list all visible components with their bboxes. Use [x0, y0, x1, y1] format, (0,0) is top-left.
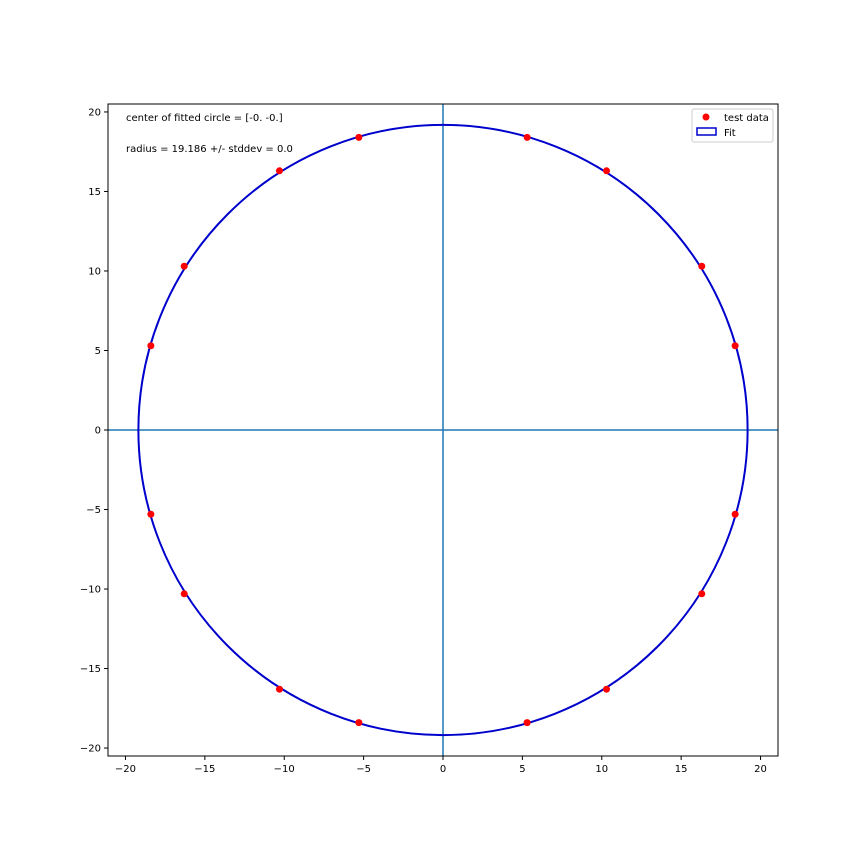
x-tick-label: −15 [194, 764, 215, 775]
data-point [355, 133, 363, 141]
x-tick-label: 15 [675, 764, 688, 775]
y-tick-label: −5 [86, 505, 101, 516]
y-tick-label: 5 [95, 346, 101, 357]
x-tick-label: 10 [595, 764, 608, 775]
data-point [147, 342, 155, 350]
reference-lines [108, 104, 778, 756]
data-point [698, 590, 706, 598]
x-axis: −20 −15 −10 −5 0 5 10 15 20 [115, 756, 767, 775]
data-point [275, 167, 283, 175]
data-point [523, 719, 531, 727]
y-tick-label: 15 [88, 187, 101, 198]
x-tick-label: 0 [440, 764, 446, 775]
y-tick-label: −10 [80, 585, 101, 596]
x-tick-label: −10 [274, 764, 295, 775]
data-point [180, 262, 188, 270]
data-point [731, 510, 739, 518]
data-point [275, 685, 283, 693]
annotation-center: center of fitted circle = [-0. -0.] [126, 113, 283, 124]
data-point [523, 133, 531, 141]
x-tick-label: 5 [519, 764, 525, 775]
data-point [355, 719, 363, 727]
legend-box [691, 108, 774, 143]
points-layer [147, 133, 739, 727]
x-tick-label: −5 [356, 764, 371, 775]
data-point [603, 685, 611, 693]
y-tick-label: 20 [88, 107, 101, 118]
legend: test data Fit [691, 108, 774, 143]
x-tick-label: 20 [754, 764, 767, 775]
y-tick-label: 0 [95, 426, 101, 437]
data-point [147, 510, 155, 518]
data-point [698, 262, 706, 270]
y-axis: −20 −15 −10 −5 0 5 10 15 20 [80, 107, 108, 755]
legend-label-test-data: test data [724, 113, 769, 124]
fit-layer [137, 123, 749, 737]
legend-marker-test-data [702, 113, 710, 121]
annotation-radius: radius = 19.186 +/- stddev = 0.0 [126, 144, 293, 155]
fit-circle [137, 123, 749, 737]
data-point [180, 590, 188, 598]
legend-marker-fit [696, 127, 717, 136]
data-point [731, 342, 739, 350]
data-point [603, 167, 611, 175]
x-tick-label: −20 [115, 764, 136, 775]
legend-label-fit: Fit [724, 128, 736, 139]
y-tick-label: 10 [88, 266, 101, 277]
y-tick-label: −20 [80, 744, 101, 755]
y-tick-label: −15 [80, 664, 101, 675]
